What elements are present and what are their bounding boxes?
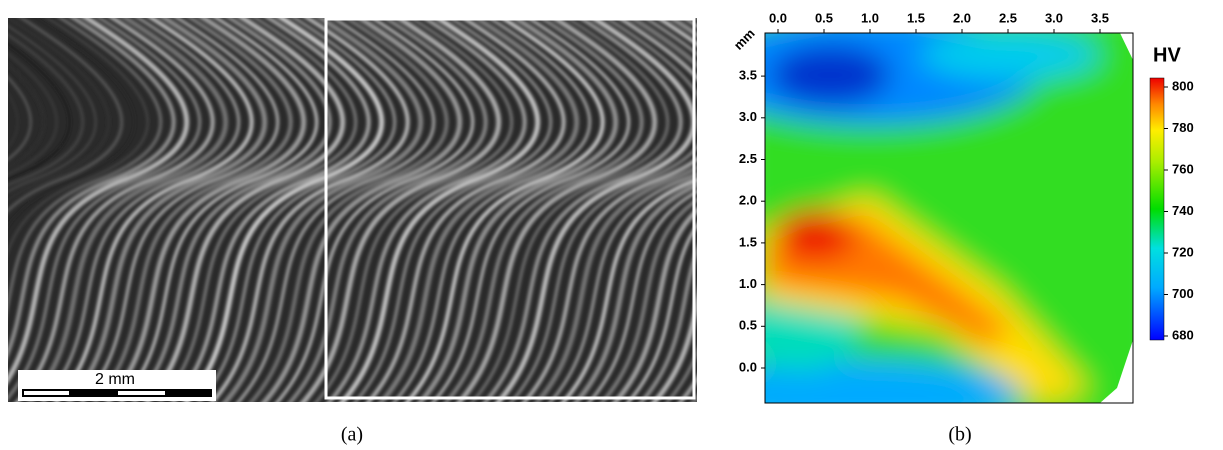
stripe	[275, 18, 475, 402]
y-tick-label: 1.0	[739, 276, 757, 291]
scale-bar: 2 mm	[18, 370, 216, 401]
stripe	[431, 18, 631, 402]
stripe	[41, 18, 241, 402]
x-tick-label: 1.5	[907, 10, 925, 25]
colorbar-title: HV	[1153, 44, 1181, 66]
plot-frame	[764, 32, 1134, 404]
stripe	[8, 18, 202, 400]
y-tick-label: 0.5	[739, 318, 757, 333]
stripe	[8, 25, 97, 193]
stripe	[339, 18, 541, 402]
colorbar	[1149, 77, 1165, 341]
y-tick-label: 0.0	[739, 359, 757, 374]
stripe	[326, 18, 527, 402]
stripe	[119, 18, 319, 402]
stripe	[158, 18, 358, 402]
x-tick-label: 2.5	[999, 10, 1017, 25]
colorbar-tick-label: 720	[1172, 244, 1194, 259]
stripe	[470, 18, 670, 402]
stripe	[560, 18, 697, 402]
stripe	[144, 18, 346, 402]
stripe	[80, 18, 280, 402]
colorbar-tick-label: 740	[1172, 203, 1194, 218]
y-tick-label: 1.5	[739, 234, 757, 249]
stripe	[599, 18, 697, 402]
stripe	[105, 18, 307, 402]
stripe	[353, 18, 553, 402]
stripe	[222, 18, 424, 402]
stripe	[651, 290, 697, 402]
x-tick-label: 3.0	[1045, 10, 1063, 25]
axis-unit: mm	[731, 26, 758, 53]
colorbar-tick-label: 760	[1172, 161, 1194, 176]
colorbar-tick-label: 700	[1172, 286, 1194, 301]
stripe	[612, 207, 697, 402]
x-tick-label: 3.5	[1091, 10, 1109, 25]
stripe	[300, 18, 502, 402]
y-tick-label: 2.0	[739, 193, 757, 208]
stripe	[378, 18, 580, 402]
stripe	[417, 18, 619, 402]
stripe	[8, 32, 85, 187]
stripe	[66, 18, 268, 402]
stripe	[183, 18, 385, 402]
stripe	[638, 245, 697, 402]
stripe	[443, 18, 644, 402]
x-tick-label: 1.0	[861, 10, 879, 25]
stripes	[0, 10, 697, 420]
stripe	[27, 18, 229, 402]
stripe	[209, 18, 410, 402]
stripe	[392, 18, 592, 402]
selection-box	[324, 17, 696, 400]
y-tick-label: 3.5	[739, 68, 757, 83]
stripe	[8, 18, 136, 227]
stripe	[8, 18, 163, 312]
micrograph	[0, 10, 697, 420]
stripe	[8, 18, 190, 384]
stripe	[8, 18, 149, 254]
panel-label: (b)	[948, 424, 971, 446]
x-tick-label: 0.5	[815, 10, 833, 25]
stripe	[365, 18, 566, 402]
colorbar-tick-label: 800	[1172, 78, 1194, 93]
stripe	[548, 18, 697, 402]
y-tick-label: 2.5	[739, 151, 757, 166]
scale-bar-label: 2 mm	[95, 371, 135, 388]
stripe	[8, 42, 71, 181]
y-tick-label: 3.0	[739, 109, 757, 124]
stripe	[8, 53, 58, 175]
panel-label: (a)	[341, 424, 363, 446]
x-tick-label: 0.0	[769, 10, 787, 25]
stripe	[53, 18, 254, 402]
stripe	[404, 18, 605, 402]
stripe	[92, 18, 293, 402]
stripe	[456, 18, 658, 402]
stripe	[8, 18, 124, 213]
stripe	[482, 18, 683, 402]
stripe	[8, 62, 46, 170]
stripe	[8, 18, 176, 358]
stripe	[236, 18, 436, 402]
stripe	[534, 18, 697, 402]
stripe	[573, 18, 697, 402]
stripe	[14, 18, 215, 402]
stripe	[8, 18, 110, 202]
stripe	[248, 18, 449, 402]
stripe	[587, 18, 697, 402]
stripe	[131, 18, 332, 402]
stripe	[197, 18, 397, 402]
stripe	[0, 10, 5, 420]
stripe	[495, 18, 697, 402]
stripe	[314, 18, 514, 402]
colorbar-tick-label: 680	[1172, 327, 1194, 342]
x-tick-label: 2.0	[953, 10, 971, 25]
stripe	[261, 18, 463, 402]
stripe	[170, 18, 371, 402]
stripe	[509, 18, 697, 402]
colorbar-tick-label: 780	[1172, 120, 1194, 135]
stripe	[521, 18, 697, 402]
stripe	[626, 223, 697, 402]
hardness-map	[765, 33, 1133, 403]
